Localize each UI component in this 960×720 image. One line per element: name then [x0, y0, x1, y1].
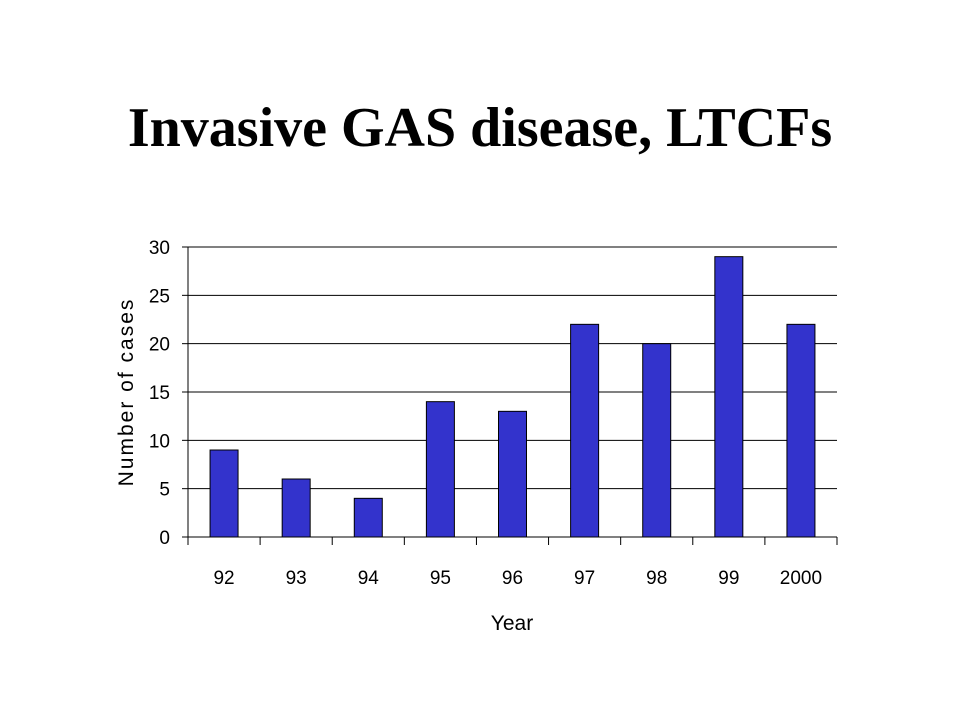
- bar-95: [425, 401, 455, 538]
- bar-2000: [786, 323, 816, 538]
- bar-93: [281, 478, 311, 538]
- axes: [182, 246, 838, 545]
- bar-96: [498, 410, 527, 538]
- y-tick-label-25: 25: [149, 286, 170, 307]
- y-tick-label-15: 15: [149, 383, 170, 404]
- x-tick-label-98: 98: [646, 568, 667, 589]
- x-tick-label-99: 99: [718, 568, 739, 589]
- bar-92: [209, 449, 239, 538]
- bar-97: [570, 323, 600, 538]
- x-tick-label-93: 93: [286, 568, 307, 589]
- y-tick-label-0: 0: [159, 528, 170, 549]
- y-tick-label-30: 30: [149, 238, 170, 259]
- x-tick-label-94: 94: [358, 568, 380, 589]
- x-tick-label-95: 95: [430, 568, 451, 589]
- tick-labels: 0 5 10 15 20 25 30 92 93 94 95 96 97 98 99 2000: [149, 238, 822, 589]
- slide-title: Invasive GAS disease, LTCFs: [127, 97, 833, 159]
- bar-94: [353, 497, 383, 538]
- y-tick-label-10: 10: [149, 431, 170, 452]
- x-axis-title: Year: [491, 612, 533, 635]
- y-tick-label-5: 5: [159, 480, 170, 501]
- bar-99: [714, 256, 744, 538]
- y-axis-title: Number of cases: [115, 298, 138, 487]
- x-tick-label-92: 92: [213, 568, 234, 589]
- x-tick-label-2000: 2000: [780, 568, 822, 589]
- bar-98: [642, 343, 672, 538]
- x-tick-label-96: 96: [502, 568, 523, 589]
- x-tick-label-97: 97: [574, 568, 595, 589]
- bars: [209, 256, 816, 538]
- y-tick-label-20: 20: [149, 335, 170, 356]
